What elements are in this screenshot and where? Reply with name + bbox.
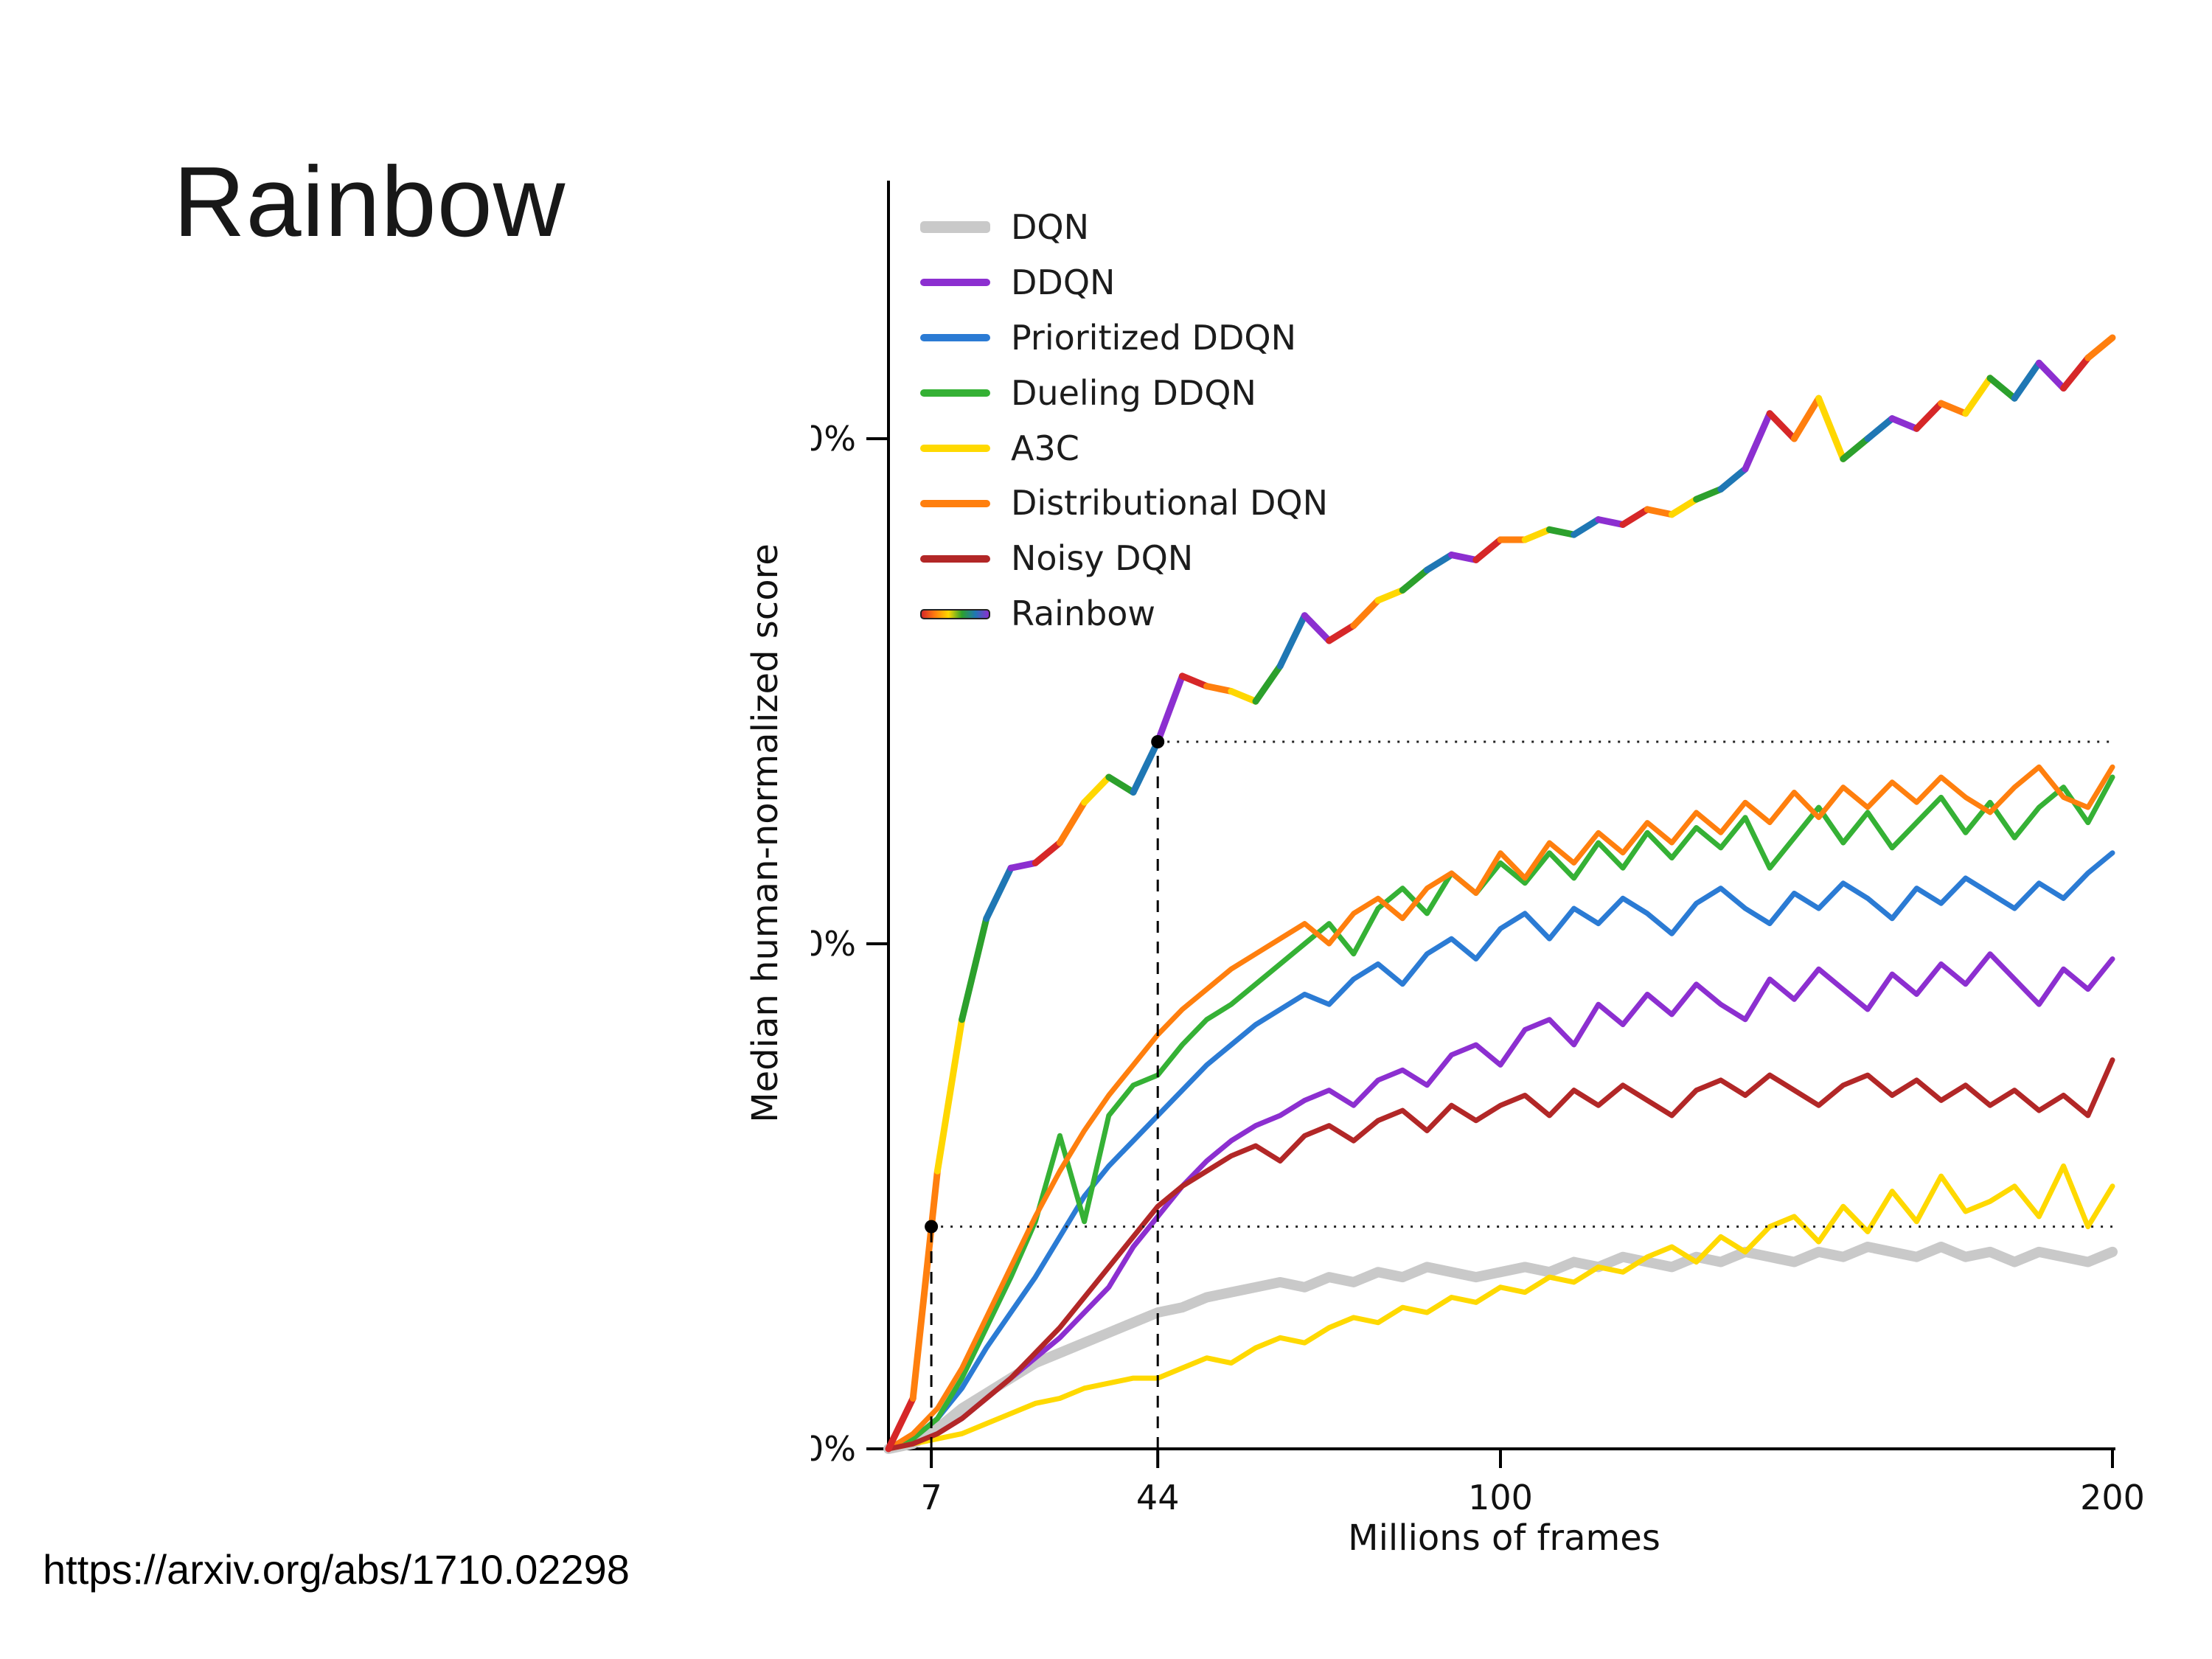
legend-label: Rainbow [1011, 594, 1156, 634]
legend-swatch-rainbow [920, 608, 990, 619]
series-line-rainbow [1252, 662, 1284, 705]
legend-item-dueling-ddqn: Dueling DDQN [920, 372, 1328, 413]
legend-item-prioritized-ddqn: Prioritized DDQN [920, 317, 1328, 358]
series-line-rainbow [2035, 359, 2067, 392]
series-line-rainbow [1668, 495, 1700, 518]
x-tick-label: 100 [1468, 1478, 1533, 1517]
series-line-rainbow [1619, 506, 1651, 528]
chart-legend: DQN DDQN Prioritized DDQN Dueling DDQN A… [920, 208, 1328, 633]
series-line-rainbow [1766, 410, 1798, 442]
series-line-rainbow [933, 1016, 966, 1175]
series-line-rainbow [1130, 738, 1161, 796]
series-line-rainbow [1105, 773, 1137, 796]
series-line-rainbow [1374, 587, 1406, 604]
legend-swatch-ddqn [920, 279, 990, 287]
series-line-rainbow [2084, 334, 2116, 361]
legend-label: Noisy DQN [1011, 538, 1194, 579]
series-line-rainbow [909, 1167, 941, 1402]
series-line-rainbow [1472, 536, 1504, 563]
series-line-rainbow [2011, 359, 2042, 402]
x-axis-label: Millions of frames [1348, 1517, 1660, 1559]
x-tick-label: 200 [2080, 1478, 2145, 1517]
series-line-rainbow [1571, 516, 1602, 538]
legend-swatch-dueling-ddqn [920, 389, 990, 397]
series-line-rainbow [1301, 612, 1333, 644]
series-line-rainbow [1717, 465, 1749, 493]
series-line-rainbow [1790, 394, 1823, 442]
series-line-rainbow [1326, 622, 1357, 644]
legend-item-rainbow: Rainbow [920, 594, 1328, 633]
series-line-rainbow [1154, 672, 1186, 745]
x-tick-label: 7 [920, 1478, 942, 1517]
chart-plot: 0% 100% 200% 7 44 100 200 [811, 181, 2145, 1517]
x-tick-label: 44 [1136, 1478, 1180, 1517]
legend-label: Prioritized DDQN [1011, 317, 1297, 358]
series-line-rainbow [959, 915, 990, 1023]
series-line-rainbow [1228, 688, 1259, 705]
series-line-rainbow [1423, 552, 1455, 574]
legend-swatch-dqn [920, 221, 990, 234]
legend-swatch-noisy-dqn [920, 554, 990, 563]
series-line-rainbow [885, 1395, 917, 1453]
series-line-dueling-ddqn [886, 774, 2115, 1452]
series-line-rainbow [1056, 799, 1088, 846]
source-url: https://arxiv.org/abs/1710.02298 [43, 1546, 630, 1593]
series-line-rainbow [983, 864, 1015, 922]
series-line-rainbow [2060, 354, 2092, 392]
series-line-rainbow [1644, 506, 1675, 518]
series-line-rainbow [1888, 415, 1920, 432]
slide-title: Rainbow [173, 146, 566, 257]
legend-item-a3c: A3C [920, 428, 1328, 468]
series-line-rainbow [1742, 410, 1773, 473]
y-tick-label: 200% [811, 419, 856, 459]
legend-item-noisy-dqn: Noisy DQN [920, 539, 1328, 578]
y-axis-label: Median human-normalized score [745, 543, 786, 1123]
series-line-rainbow [1350, 597, 1382, 629]
legend-label: DDQN [1011, 262, 1116, 302]
chart-figure: 0% 100% 200% 7 44 100 200 [811, 111, 2175, 1548]
series-line-rainbow [1595, 516, 1627, 528]
series-line-rainbow [1864, 415, 1896, 442]
legend-label: Dueling DDQN [1011, 372, 1256, 413]
series-line-ddqn [886, 951, 2115, 1452]
series-line-rainbow [1276, 612, 1308, 669]
y-tick-label: 0% [811, 1429, 856, 1469]
series-line-rainbow [1962, 375, 1994, 417]
series-line-rainbow [1203, 683, 1235, 695]
annotation-dot [925, 1220, 939, 1234]
series-line-rainbow [1840, 435, 1871, 462]
series-line-rainbow [1986, 375, 2018, 402]
legend-label: A3C [1011, 428, 1079, 468]
series-line-rainbow [1178, 672, 1211, 690]
legend-item-ddqn: DDQN [920, 262, 1328, 302]
series-line-rainbow [1081, 773, 1113, 806]
legend-label: DQN [1011, 207, 1090, 247]
legend-swatch-distributional-dqn [920, 499, 990, 507]
series-line-rainbow [1007, 859, 1039, 872]
series-line-a3c [886, 1163, 2115, 1452]
series-line-rainbow [1938, 400, 1969, 417]
annotation-dot [1151, 735, 1165, 748]
legend-swatch-a3c [920, 445, 990, 452]
series-line-rainbow [1913, 400, 1945, 432]
series-line-rainbow [1521, 526, 1553, 543]
legend-label: Distributional DQN [1011, 483, 1328, 524]
series-line-rainbow [1815, 394, 1847, 462]
series-line-rainbow [1693, 486, 1725, 503]
legend-swatch-prioritized-ddqn [920, 334, 990, 342]
series-line-rainbow [1399, 566, 1430, 594]
series-line-noisy-dqn [886, 1057, 2115, 1452]
y-tick-label: 100% [811, 924, 856, 964]
series-line-rainbow [1032, 839, 1063, 866]
series-line-distributional-dqn [886, 764, 2115, 1452]
legend-item-dqn: DQN [920, 208, 1328, 247]
series-line-rainbow [1545, 526, 1578, 538]
series-line-dqn [883, 1242, 2118, 1454]
series-line-rainbow [1448, 552, 1480, 563]
legend-item-distributional-dqn: Distributional DQN [920, 484, 1328, 523]
